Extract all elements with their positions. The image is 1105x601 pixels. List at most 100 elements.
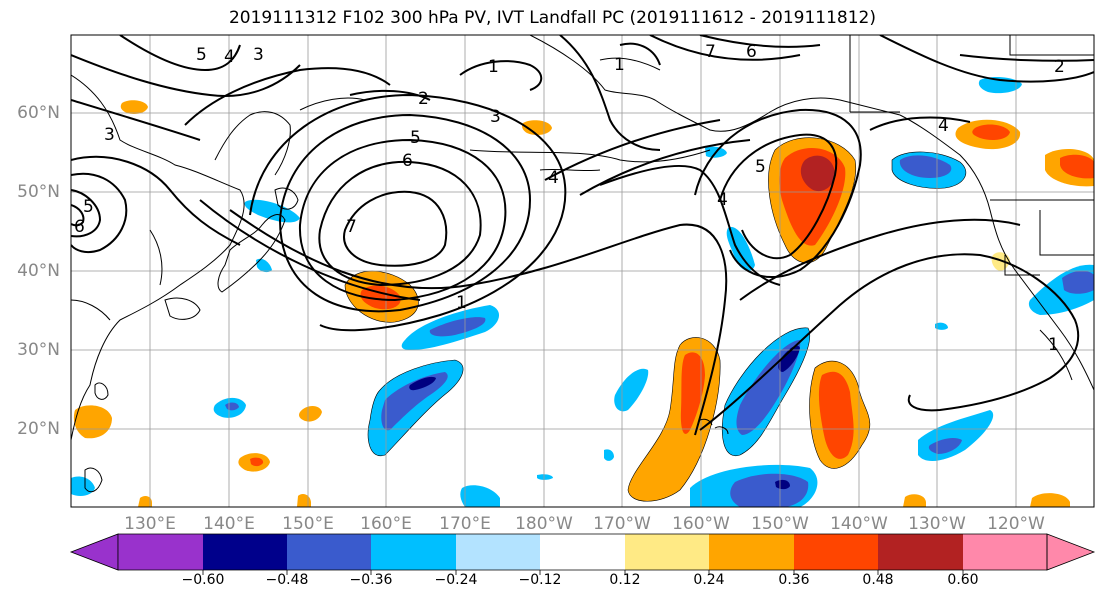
- pc-blob-positive-core: [818, 371, 854, 459]
- pc-blob-negative-core: [730, 473, 809, 507]
- contour-label: 2: [418, 89, 429, 109]
- colorbar-swatch: [625, 534, 709, 570]
- pv-contours: [71, 35, 1094, 436]
- lon-label: 150°W: [751, 514, 809, 534]
- contour-label: 7: [346, 217, 357, 237]
- pc-blob-negative: [604, 449, 614, 461]
- colorbar-tick-label: 0.48: [862, 572, 894, 588]
- contour-label: 5: [755, 157, 766, 177]
- lon-label: 160°E: [360, 514, 412, 534]
- lon-label: 170°W: [593, 514, 651, 534]
- lon-label: 160°W: [672, 514, 730, 534]
- colorbar-tick-label: −0.36: [349, 572, 393, 588]
- lon-label: 130°W: [908, 514, 966, 534]
- contour-label: 5: [410, 128, 421, 148]
- pc-blob-positive: [73, 405, 112, 439]
- lon-label: 140°W: [830, 514, 888, 534]
- colorbar-tick-label: 0.60: [947, 572, 979, 588]
- contour-label: 1: [614, 55, 625, 75]
- lon-label: 120°W: [987, 514, 1045, 534]
- colorbar-swatch: [540, 534, 625, 570]
- colorbar-swatch: [118, 534, 203, 570]
- colorbar-tick-label: −0.48: [265, 572, 309, 588]
- contour-labels: 5 4 3 3 2 1 5 6 7 1 7 6 5 4 4 2 4 1 6 5 …: [74, 42, 1065, 355]
- colorbar-tick-label: −0.60: [181, 572, 225, 588]
- lat-label: 30°N: [17, 340, 60, 360]
- contour-label: 3: [253, 45, 264, 65]
- lat-label: 60°N: [17, 103, 60, 123]
- lat-label: 50°N: [17, 182, 60, 202]
- pc-blob-negative-peak: [775, 479, 790, 490]
- contour-label: 1: [456, 293, 467, 313]
- pc-shading: [71, 76, 1094, 507]
- colorbar: [69, 533, 1096, 575]
- colorbar-tick-label: 0.36: [778, 572, 810, 588]
- pc-blob-negative: [460, 485, 500, 507]
- pc-blob-negative-peak: [409, 376, 436, 391]
- pc-blob-negative-core: [429, 317, 486, 337]
- pc-blob-positive-peak: [800, 155, 835, 192]
- colorbar-swatch: [203, 534, 287, 570]
- colorbar-swatch: [287, 534, 371, 570]
- contour-label: 6: [74, 217, 85, 237]
- pc-blob-negative-core: [899, 155, 952, 178]
- colorbar-swatch: [456, 534, 540, 570]
- map-title: 2019111312 F102 300 hPa PV, IVT Landfall…: [228, 8, 876, 28]
- pc-blob-positive-core: [972, 124, 1010, 140]
- pc-blob-positive: [299, 406, 322, 422]
- lon-label: 180°W: [515, 514, 573, 534]
- colorbar-extend-low: [69, 533, 119, 571]
- contour-label: 1: [488, 57, 499, 77]
- colorbar-swatch: [878, 534, 963, 570]
- pc-blob-positive-core: [1060, 154, 1094, 179]
- contour-label: 1: [1048, 335, 1059, 355]
- contour-label: 4: [548, 168, 559, 188]
- contour-label: 5: [83, 197, 94, 217]
- contour-label: 2: [1054, 57, 1065, 77]
- pc-blob-positive: [903, 494, 926, 507]
- contour-label: 4: [717, 190, 728, 210]
- contour-label: 4: [224, 47, 235, 67]
- colorbar-extend-high: [1046, 533, 1096, 571]
- pc-blob-negative: [537, 474, 553, 480]
- lon-label: 170°E: [439, 514, 491, 534]
- contour-label: 6: [402, 151, 413, 171]
- pc-blob-negative: [614, 368, 649, 412]
- pc-blob-positive: [138, 495, 152, 507]
- colorbar-tick-label: −0.24: [434, 572, 478, 588]
- colorbar-swatch: [371, 534, 456, 570]
- pc-blob-negative-core: [1062, 270, 1094, 294]
- pc-blob-negative-core: [381, 372, 448, 431]
- colorbar-swatch: [794, 534, 878, 570]
- map-border: [70, 34, 1095, 508]
- pc-blob-positive-core: [250, 457, 264, 467]
- contour-label: 3: [104, 125, 115, 145]
- pc-blob-positive: [120, 100, 148, 115]
- pc-blob-positive: [522, 120, 552, 136]
- colorbar-tick-label: 0.12: [609, 572, 641, 588]
- colorbar-swatch: [963, 534, 1047, 570]
- contour-label: 5: [196, 45, 207, 65]
- pc-blob-negative-peak: [778, 345, 800, 372]
- pc-blob-negative-core: [225, 402, 239, 411]
- pc-blob-negative: [935, 322, 948, 330]
- pc-blob-positive: [1030, 493, 1070, 507]
- pc-blob-negative: [244, 199, 300, 223]
- lat-label: 20°N: [17, 419, 60, 439]
- colorbar-tick-label: 0.24: [693, 572, 725, 588]
- colorbar-swatch: [709, 534, 794, 570]
- pc-blob-positive-core: [360, 285, 401, 310]
- contour-label: 4: [938, 116, 949, 136]
- lat-label: 40°N: [17, 261, 60, 281]
- lon-label: 140°E: [203, 514, 255, 534]
- pc-outline: [344, 137, 967, 502]
- contour-label: 6: [746, 42, 757, 62]
- pc-blob-positive: [297, 494, 311, 507]
- lon-label: 150°E: [282, 514, 334, 534]
- pc-blob-negative: [256, 258, 272, 273]
- pc-blob-positive-core: [680, 352, 705, 434]
- lon-label: 130°E: [124, 514, 176, 534]
- contour-label: 7: [705, 42, 716, 62]
- colorbar-tick-label: −0.12: [518, 572, 562, 588]
